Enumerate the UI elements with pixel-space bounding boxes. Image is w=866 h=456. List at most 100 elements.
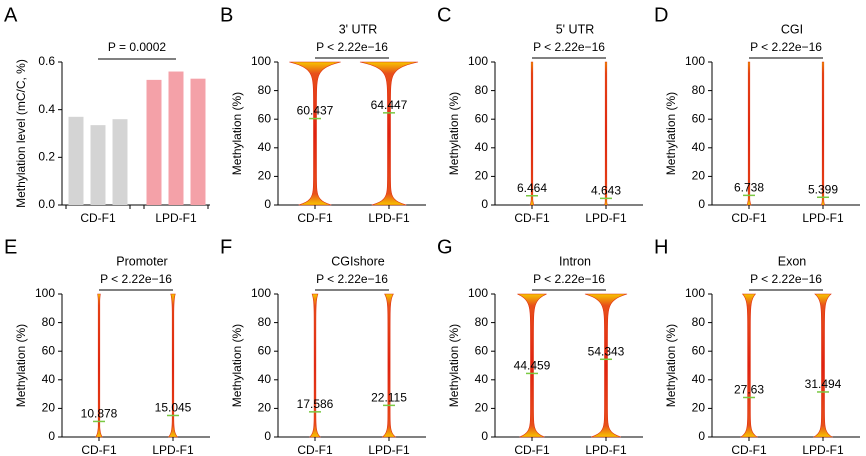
annotation: P = 0.0002 [108, 40, 166, 54]
violin [529, 61, 535, 206]
violin [604, 61, 608, 206]
y-tick-label: 0.0 [38, 197, 55, 211]
annotation: P < 2.22e−16 [533, 40, 605, 54]
y-tick-label: 20 [258, 401, 272, 415]
y-tick-label: 0 [481, 197, 488, 211]
x-tick-label: CD-F1 [81, 443, 117, 456]
y-tick-label: 60 [692, 111, 706, 125]
annotation: P < 2.22e−16 [316, 40, 388, 54]
y-tick-label: 20 [475, 169, 489, 183]
y-tick-label: 80 [692, 83, 706, 97]
bar [146, 79, 162, 205]
value-label: 5.399 [808, 182, 838, 196]
annotation: P < 2.22e−16 [750, 40, 822, 54]
y-axis-label: Methylation (%) [230, 92, 244, 175]
y-tick-label: 40 [258, 372, 272, 386]
y-tick-label: 60 [258, 343, 272, 357]
x-tick-label: LPD-F1 [585, 443, 627, 456]
x-tick-label: CD-F1 [80, 211, 116, 225]
x-tick-label: CD-F1 [731, 211, 767, 225]
panel-title: Promoter [116, 254, 167, 268]
y-tick-label: 100 [685, 54, 705, 68]
violin [289, 61, 341, 206]
value-label: 60.437 [297, 104, 334, 118]
violin [95, 293, 103, 438]
y-tick-label: 80 [475, 83, 489, 97]
panel-letter: F [220, 236, 232, 258]
y-axis-label: Methylation (%) [664, 324, 678, 407]
bar [68, 116, 84, 205]
violin [746, 61, 752, 206]
y-tick-label: 0 [698, 429, 705, 443]
y-tick-label: 20 [42, 401, 56, 415]
violin [359, 61, 419, 206]
annotation: P < 2.22e−16 [316, 272, 388, 286]
panel-letter: D [654, 4, 668, 26]
x-tick-label: LPD-F1 [152, 443, 194, 456]
y-tick-label: 0 [48, 429, 55, 443]
panel-letter: H [654, 236, 668, 258]
y-tick-label: 20 [475, 401, 489, 415]
y-tick-label: 40 [258, 140, 272, 154]
bar [168, 71, 184, 206]
panel-title: Intron [559, 254, 591, 268]
y-axis-label: Methylation level (mC/C, %) [14, 59, 28, 208]
y-tick-label: 80 [475, 315, 489, 329]
y-tick-label: 100 [251, 54, 271, 68]
y-tick-label: 0 [264, 429, 271, 443]
y-tick-label: 80 [42, 315, 56, 329]
y-tick-label: 0 [264, 197, 271, 211]
bar [190, 78, 206, 205]
y-tick-label: 0 [698, 197, 705, 211]
x-tick-label: LPD-F1 [368, 211, 410, 225]
panel-letter: E [4, 236, 17, 258]
bar [112, 119, 128, 205]
violin [381, 293, 397, 438]
panel-title: 3' UTR [339, 22, 378, 36]
x-tick-label: LPD-F1 [802, 443, 844, 456]
y-tick-label: 80 [258, 315, 272, 329]
x-tick-label: LPD-F1 [368, 443, 410, 456]
value-label: 15.045 [155, 401, 192, 415]
panel-letter: B [220, 4, 233, 26]
violin [584, 293, 628, 438]
annotation: P < 2.22e−16 [533, 272, 605, 286]
y-tick-label: 100 [685, 286, 705, 300]
panel-title: 5' UTR [556, 22, 595, 36]
y-axis-label: Methylation (%) [447, 92, 461, 175]
y-tick-label: 40 [475, 140, 489, 154]
value-label: 22.115 [371, 391, 407, 405]
x-tick-label: LPD-F1 [585, 211, 627, 225]
x-tick-label: CD-F1 [514, 443, 550, 456]
y-tick-label: 60 [475, 111, 489, 125]
y-tick-label: 0 [481, 429, 488, 443]
value-label: 4.643 [591, 184, 621, 198]
annotation: P < 2.22e−16 [750, 272, 822, 286]
value-label: 6.464 [517, 181, 547, 195]
value-label: 27.63 [734, 383, 764, 397]
y-tick-label: 100 [468, 286, 488, 300]
x-tick-label: CD-F1 [514, 211, 550, 225]
bar [90, 125, 106, 205]
x-tick-label: CD-F1 [731, 443, 767, 456]
y-tick-label: 0.2 [38, 150, 55, 164]
y-tick-label: 100 [251, 286, 271, 300]
y-tick-label: 20 [258, 169, 272, 183]
panel-letter: G [437, 236, 453, 258]
value-label: 54.343 [588, 344, 625, 358]
y-axis-label: Methylation (%) [664, 92, 678, 175]
y-axis-label: Methylation (%) [447, 324, 461, 407]
y-tick-label: 80 [258, 83, 272, 97]
panel-title: Exon [778, 254, 807, 268]
violin [812, 293, 834, 438]
violin [821, 61, 825, 206]
violin [739, 293, 759, 438]
x-tick-label: CD-F1 [297, 211, 333, 225]
value-label: 64.447 [371, 98, 408, 112]
value-label: 10.878 [81, 407, 118, 421]
panel-letter: A [4, 4, 18, 26]
y-tick-label: 40 [692, 140, 706, 154]
value-label: 17.586 [297, 397, 334, 411]
y-axis-label: Methylation (%) [14, 324, 28, 407]
